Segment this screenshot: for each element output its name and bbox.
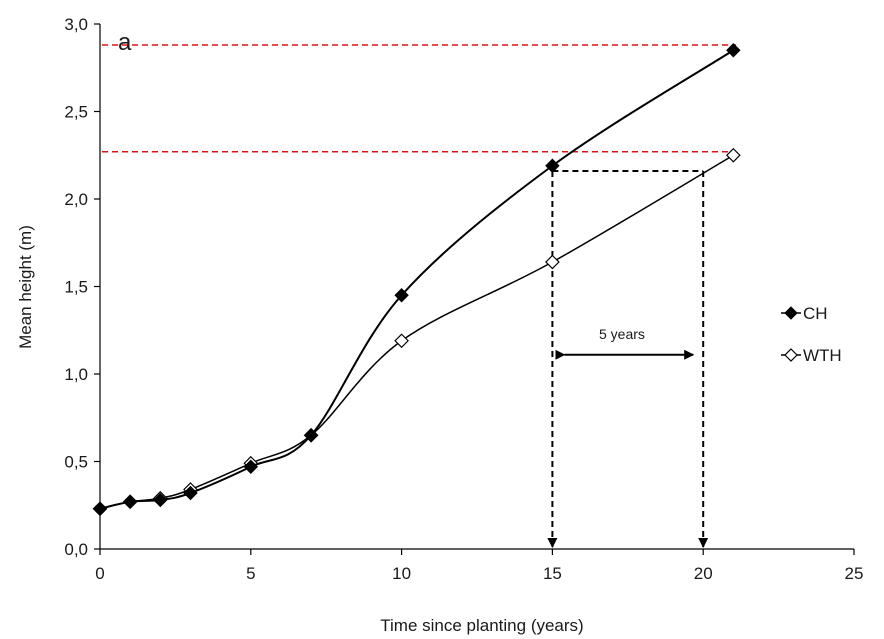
series-layer xyxy=(92,43,741,517)
series-line-ch xyxy=(99,49,734,510)
x-tick-label-3: 15 xyxy=(543,564,562,583)
point-ch-8 xyxy=(726,43,741,58)
annotation xyxy=(547,170,709,548)
legend-marker-ch xyxy=(784,306,798,320)
y-tick-label-5: 2,5 xyxy=(64,103,88,122)
x-axis-title: Time since planting (years) xyxy=(380,616,583,635)
point-ch-7 xyxy=(545,158,560,173)
legend-marker-wth xyxy=(784,348,798,362)
y-tick-label-3: 1,5 xyxy=(64,278,88,297)
labels: a Time since planting (years) Mean heigh… xyxy=(16,29,645,635)
point-ch-0 xyxy=(92,501,108,516)
annotation-label: 5 years xyxy=(599,326,645,342)
point-ch-1 xyxy=(122,494,138,509)
x-tick-label-5: 25 xyxy=(845,564,864,583)
y-tick-label-1: 0,5 xyxy=(64,453,88,472)
legend-item-ch: CH xyxy=(781,304,828,323)
axes: 0,0 0,5 1,0 1,5 2,0 2,5 3,0 0 5 10 15 20 25 xyxy=(64,15,863,583)
y-tick-label-6: 3,0 xyxy=(64,15,88,34)
point-ch-2 xyxy=(153,492,168,508)
point-wth-8 xyxy=(726,147,741,163)
y-axis-title: Mean height (m) xyxy=(16,225,35,349)
point-wth-7 xyxy=(545,254,560,270)
y-tick-label-2: 1,0 xyxy=(64,365,88,384)
panel-label: a xyxy=(118,29,132,56)
point-ch-4 xyxy=(243,459,259,474)
point-ch-3 xyxy=(183,485,198,501)
x-tick-label-0: 0 xyxy=(95,564,104,583)
legend: CH WTH xyxy=(781,304,842,365)
point-wth-6 xyxy=(394,333,409,349)
point-ch-5 xyxy=(303,428,319,443)
series-ch xyxy=(92,43,741,516)
y-tick-label-0: 0,0 xyxy=(64,540,88,559)
x-tick-label-1: 5 xyxy=(246,564,255,583)
reference-lines xyxy=(102,44,736,153)
point-ch-6 xyxy=(394,288,409,303)
legend-item-wth: WTH xyxy=(781,346,842,365)
y-tick-label-4: 2,0 xyxy=(64,190,88,209)
legend-label-ch: CH xyxy=(803,304,828,323)
x-tick-label-2: 10 xyxy=(392,564,411,583)
x-tick-label-4: 20 xyxy=(694,564,713,583)
legend-label-wth: WTH xyxy=(803,346,842,365)
